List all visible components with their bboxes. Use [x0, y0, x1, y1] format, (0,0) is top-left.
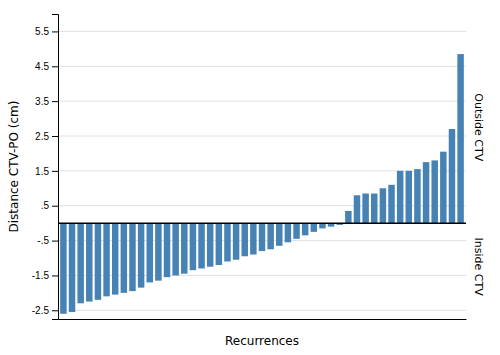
- grid-line: [58, 31, 466, 32]
- y-tick-label: 3.5: [35, 96, 49, 107]
- bar: [172, 223, 178, 275]
- y-tick-mark: [52, 101, 58, 102]
- grid-line: [58, 101, 466, 102]
- bar: [397, 171, 403, 223]
- bar: [293, 223, 299, 239]
- bar: [431, 160, 437, 223]
- y-tick-mark: [52, 275, 58, 276]
- bar: [267, 223, 273, 249]
- bar: [345, 211, 351, 223]
- bar: [311, 223, 317, 232]
- plot: -2.5 -1.5 -.5 .5 1.5 2.5 3.5 4.5 5.5: [32, 15, 467, 320]
- bar: [259, 223, 265, 251]
- bar: [138, 223, 144, 287]
- grid-line: [58, 205, 466, 206]
- y-tick-mark: [52, 206, 58, 207]
- bar: [276, 223, 282, 246]
- bar: [371, 194, 377, 224]
- y-tick-label: 1.5: [35, 166, 49, 177]
- y-tick: 3.5: [35, 96, 58, 107]
- bar: [250, 223, 256, 254]
- y-tick-mark: [52, 136, 58, 137]
- bar: [241, 223, 247, 256]
- bar: [423, 162, 429, 223]
- y-tick: 4.5: [35, 61, 58, 72]
- bar: [233, 223, 239, 260]
- bar: [380, 188, 386, 223]
- bar: [406, 171, 412, 223]
- bar: [164, 223, 170, 277]
- grid: [58, 31, 466, 310]
- bar: [216, 223, 222, 265]
- y-tick-label: .5: [41, 200, 50, 211]
- y-tick: 1.5: [35, 166, 58, 177]
- bar: [388, 185, 394, 223]
- bar: [198, 223, 204, 268]
- bar: [414, 169, 420, 223]
- y-tick-mark: [52, 31, 58, 32]
- bar: [440, 152, 446, 223]
- y-tick: .5: [41, 200, 58, 211]
- bar: [362, 194, 368, 224]
- y-tick: -1.5: [32, 270, 58, 281]
- x-axis-line: [59, 319, 467, 320]
- y-tick: -.5: [37, 235, 58, 246]
- bar: [302, 223, 308, 235]
- y-tick: -2.5: [32, 305, 58, 316]
- bar: [354, 195, 360, 223]
- y-axis-title: Distance CTV-PO (cm): [7, 101, 21, 233]
- y-tick-label: 4.5: [35, 61, 49, 72]
- bar: [319, 223, 325, 228]
- bar: [190, 223, 196, 270]
- y-axis: -2.5 -1.5 -.5 .5 1.5 2.5 3.5 4.5 5.5: [32, 15, 59, 320]
- y-tick-mark: [52, 241, 58, 242]
- baseline: [58, 222, 466, 224]
- bar: [77, 223, 83, 303]
- grid-line: [58, 275, 466, 276]
- bar: [224, 223, 230, 261]
- y-tick-mark: [52, 310, 58, 311]
- bar: [181, 223, 187, 274]
- grid-line: [58, 66, 466, 67]
- bar: [60, 223, 66, 314]
- bar: [449, 129, 455, 223]
- x-axis-title: Recurrences: [225, 334, 299, 348]
- bar: [129, 223, 135, 291]
- y-tick: 2.5: [35, 131, 58, 142]
- bar: [103, 223, 109, 296]
- y-tick-label: 5.5: [35, 26, 49, 37]
- bar: [121, 223, 127, 293]
- grid-line: [58, 310, 466, 311]
- chart: -2.5 -1.5 -.5 .5 1.5 2.5 3.5 4.5 5.5 Recurrences D…: [0, 0, 500, 355]
- y-tick-label: -2.5: [32, 305, 50, 316]
- bar: [69, 223, 75, 312]
- bar: [147, 223, 153, 282]
- annotation: Outside CTV: [472, 93, 485, 161]
- bar: [457, 54, 463, 223]
- bar: [86, 223, 92, 301]
- y-tick-mark: [52, 171, 58, 172]
- grid-line: [58, 170, 466, 171]
- bar: [207, 223, 213, 267]
- x-axis: [59, 319, 467, 320]
- y-tick-label: -1.5: [32, 270, 50, 281]
- y-tick-label: 2.5: [35, 131, 49, 142]
- bar: [112, 223, 118, 294]
- bar: [95, 223, 101, 300]
- y-axis-line: [52, 15, 59, 320]
- y-tick: 5.5: [35, 26, 58, 37]
- bar: [155, 223, 161, 281]
- annotation: Inside CTV: [472, 238, 485, 297]
- grid-line: [58, 136, 466, 137]
- bars: [60, 54, 464, 314]
- y-tick-mark: [52, 66, 58, 67]
- y-tick-label: -.5: [37, 235, 49, 246]
- bar: [285, 223, 291, 242]
